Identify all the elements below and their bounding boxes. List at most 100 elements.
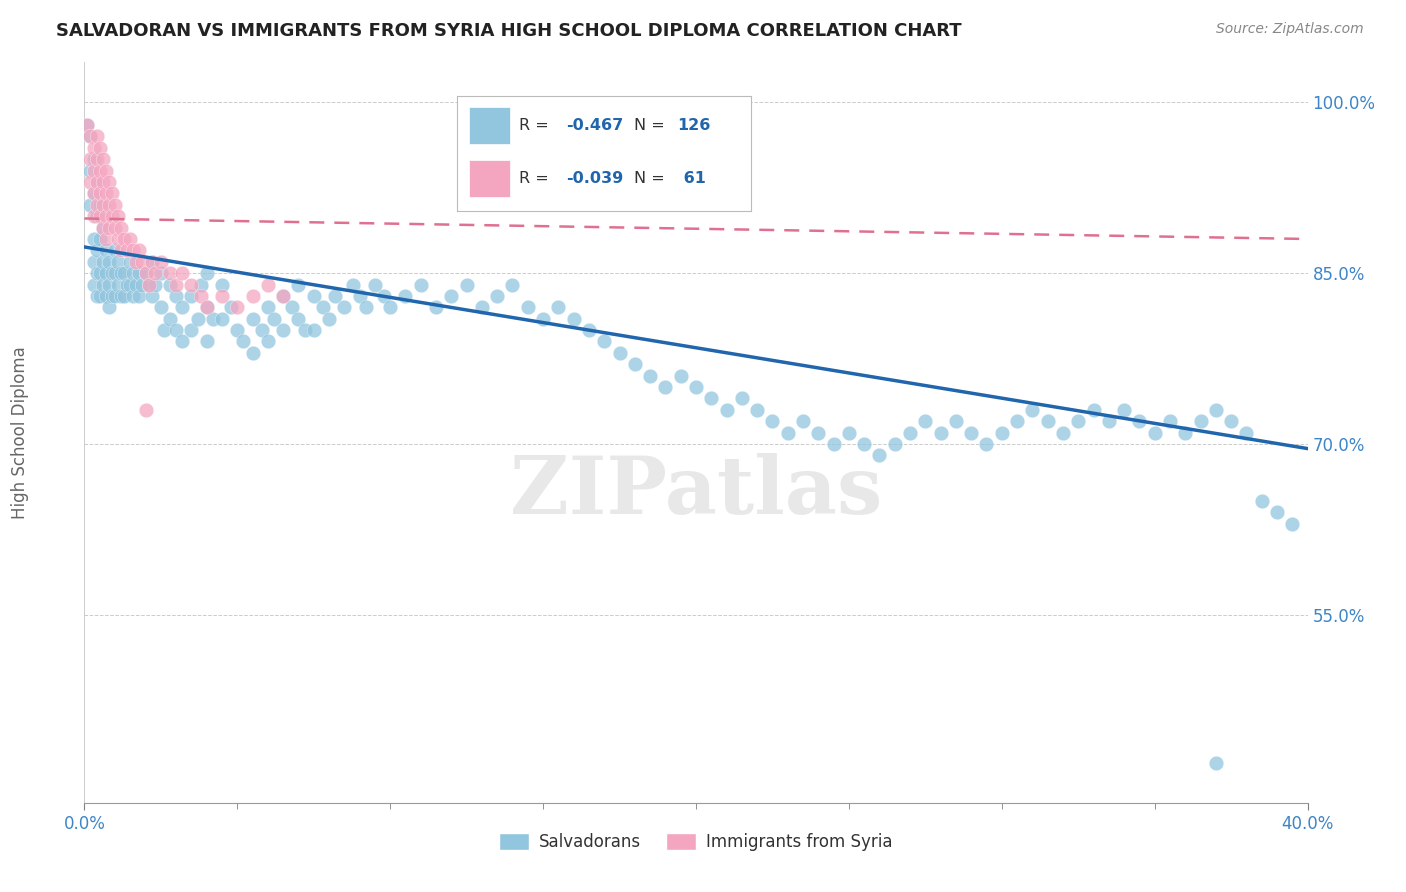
Point: [91, 175, 114, 189]
Point: [271, 323, 294, 337]
Point: [89, 289, 111, 303]
Point: [271, 289, 294, 303]
Point: [91, 277, 114, 292]
Point: [1098, 414, 1121, 428]
Point: [104, 266, 127, 280]
Point: [149, 266, 172, 280]
Point: [101, 289, 124, 303]
Point: [190, 277, 212, 292]
Point: [165, 277, 187, 292]
Point: [83, 153, 105, 167]
Point: [115, 244, 138, 258]
Point: [838, 425, 860, 440]
Point: [97, 254, 120, 268]
Point: [83, 163, 105, 178]
Point: [76, 118, 98, 132]
Point: [128, 244, 150, 258]
Point: [898, 425, 921, 440]
Point: [172, 266, 194, 280]
Point: [201, 311, 224, 326]
Point: [83, 209, 105, 223]
Point: [91, 153, 114, 167]
Point: [1220, 414, 1243, 428]
Point: [547, 301, 569, 315]
Point: [180, 323, 202, 337]
Point: [91, 220, 114, 235]
Point: [79, 153, 101, 167]
Point: [211, 277, 233, 292]
Point: [471, 301, 494, 315]
Point: [110, 244, 132, 258]
Point: [104, 220, 127, 235]
Point: [135, 402, 157, 417]
Point: [1205, 402, 1227, 417]
Point: [135, 266, 157, 280]
Point: [342, 277, 364, 292]
Point: [143, 266, 166, 280]
Point: [609, 346, 631, 360]
Point: [83, 186, 105, 201]
Point: [287, 311, 309, 326]
Point: [110, 220, 132, 235]
Point: [91, 198, 114, 212]
Point: [79, 163, 101, 178]
Point: [89, 198, 111, 212]
Point: [1114, 402, 1136, 417]
Point: [101, 186, 124, 201]
Point: [86, 129, 108, 144]
Point: [89, 209, 111, 223]
Point: [502, 277, 524, 292]
Point: [354, 301, 377, 315]
Point: [89, 163, 111, 178]
Point: [86, 153, 108, 167]
Point: [1083, 402, 1105, 417]
Point: [242, 311, 264, 326]
Point: [669, 368, 692, 383]
Point: [685, 380, 707, 394]
Point: [107, 254, 129, 268]
Point: [83, 186, 105, 201]
Point: [731, 392, 754, 406]
Point: [1205, 756, 1227, 770]
Point: [409, 277, 432, 292]
Point: [120, 254, 142, 268]
Point: [86, 198, 108, 212]
Point: [976, 437, 998, 451]
Point: [89, 266, 111, 280]
Point: [97, 220, 120, 235]
Point: [89, 141, 111, 155]
Point: [960, 425, 983, 440]
Point: [226, 301, 249, 315]
Point: [107, 232, 129, 246]
Point: [823, 437, 845, 451]
Point: [120, 232, 142, 246]
Point: [107, 277, 129, 292]
Point: [373, 289, 395, 303]
Point: [172, 334, 194, 349]
Point: [195, 334, 218, 349]
Point: [257, 277, 280, 292]
Point: [122, 244, 145, 258]
Point: [1236, 425, 1258, 440]
Point: [914, 414, 936, 428]
Point: [149, 254, 172, 268]
Point: [1052, 425, 1074, 440]
Point: [83, 254, 105, 268]
Point: [86, 175, 108, 189]
Point: [1189, 414, 1212, 428]
Point: [83, 232, 105, 246]
Point: [271, 289, 294, 303]
Point: [94, 209, 117, 223]
Point: [138, 277, 160, 292]
Point: [945, 414, 967, 428]
Point: [1174, 425, 1197, 440]
Point: [128, 266, 150, 280]
Y-axis label: High School Diploma: High School Diploma: [11, 346, 28, 519]
Point: [700, 392, 723, 406]
Point: [425, 301, 447, 315]
Point: [165, 289, 187, 303]
Point: [323, 289, 346, 303]
Point: [91, 220, 114, 235]
Point: [141, 289, 163, 303]
Point: [195, 301, 218, 315]
